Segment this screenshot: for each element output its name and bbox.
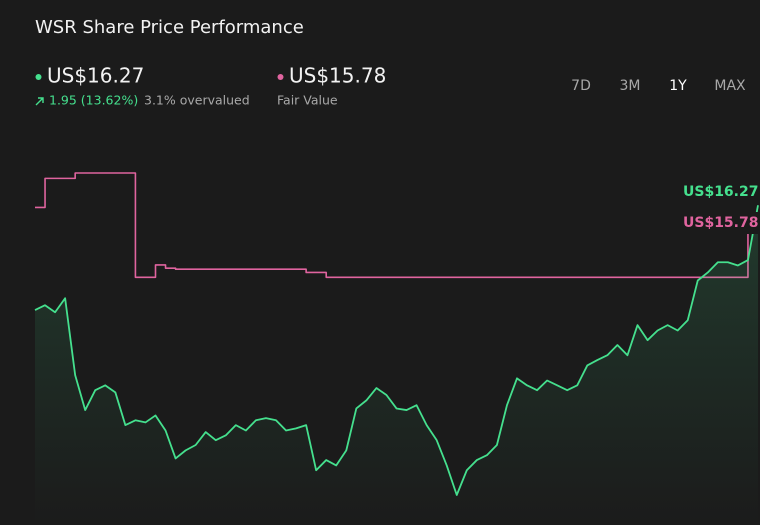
timeframe-button[interactable]: MAX [714,78,746,94]
fair-value-tag-bg [678,212,760,234]
current-price: US$16.27 [47,64,144,88]
price-dot [35,74,42,80]
valuation: 3.1% overvalued [144,93,250,108]
price-line [34,205,759,496]
timeframe-button[interactable]: 1Y [669,78,687,94]
fair-value: US$15.78 [289,64,386,88]
fair-value-dot [277,74,284,80]
up-arrow [35,97,44,106]
price-change: 1.95 (13.62%) [49,93,138,108]
timeframe-button[interactable]: 7D [571,78,591,94]
fair-value-label: Fair Value [277,93,338,108]
plot [34,172,759,525]
timeframe-selector: 7D 3M 1Y MAX [571,78,746,94]
price-tag: US$16.27 [683,184,758,200]
fair-value-tag: US$15.78 [683,215,758,231]
fair-value-line [35,172,758,279]
price-tag-bg [678,181,760,203]
end-labels: US$16.27 US$15.78 [678,181,760,234]
title: WSR Share Price Performance [35,17,304,38]
price-area [35,205,758,525]
timeframe-button[interactable]: 3M [620,78,641,94]
